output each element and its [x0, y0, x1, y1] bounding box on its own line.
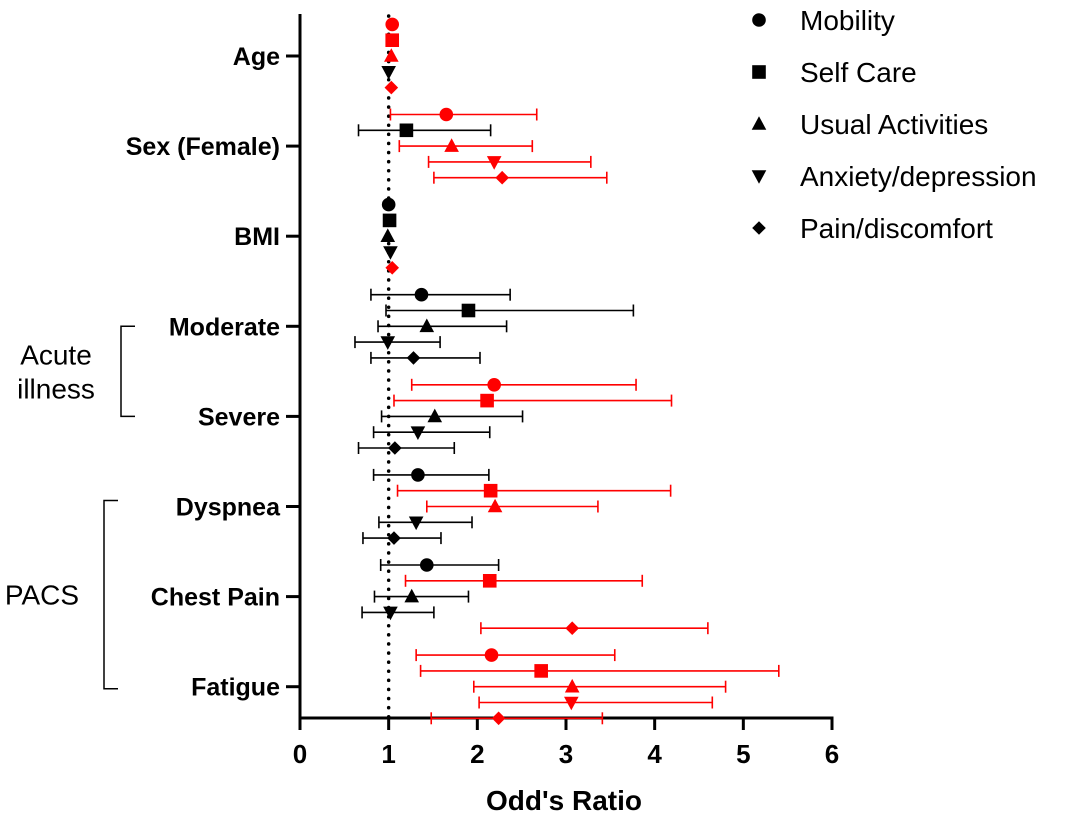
data-point — [406, 351, 421, 365]
legend-label: Anxiety/depression — [800, 161, 1037, 192]
data-point — [404, 588, 420, 603]
data-point — [414, 287, 429, 302]
data-point — [383, 606, 398, 621]
x-tick-label: 6 — [825, 739, 839, 769]
data-point — [419, 558, 434, 572]
legend-marker — [752, 13, 766, 27]
axes-layer: 0 1 2 3 4 5 6 — [286, 14, 839, 769]
x-tick-label: 4 — [647, 739, 662, 769]
data-point — [487, 498, 503, 513]
data-point — [380, 228, 396, 242]
data-point — [380, 336, 396, 350]
data-point — [495, 170, 509, 185]
data-point — [385, 17, 400, 32]
category-label: Severe — [198, 403, 280, 431]
category-label: BMI — [234, 223, 280, 251]
data-point — [384, 80, 399, 95]
data-point — [383, 246, 398, 260]
x-tick-label: 0 — [293, 739, 307, 769]
category-label: Moderate — [169, 313, 280, 341]
data-point — [444, 138, 459, 152]
data-point — [387, 531, 401, 545]
category-label: Age — [233, 43, 280, 71]
data-point — [381, 197, 396, 212]
legend-label: Usual Activities — [800, 109, 988, 140]
category-label: Dyspnea — [176, 494, 281, 522]
data-point — [410, 426, 426, 440]
legend-marker — [752, 221, 766, 235]
data-point — [484, 648, 499, 662]
data-point — [419, 318, 435, 333]
group-bracket — [120, 325, 135, 418]
data-point — [487, 378, 501, 392]
data-point — [534, 664, 548, 678]
data-point — [565, 621, 580, 635]
legend-marker — [751, 116, 767, 130]
group-label: PACS — [5, 580, 79, 611]
points-layer — [354, 17, 780, 726]
legend-label: Mobility — [800, 5, 895, 36]
data-point — [491, 711, 506, 726]
data-point — [388, 441, 402, 455]
legend-marker — [752, 65, 766, 79]
data-point — [483, 483, 498, 498]
data-point — [486, 156, 502, 170]
data-point — [439, 107, 454, 122]
data-point — [399, 123, 414, 138]
x-tick-label: 1 — [381, 739, 395, 769]
data-point — [385, 261, 400, 275]
x-tick-label: 3 — [559, 739, 573, 769]
legend-marker — [751, 170, 767, 184]
data-point — [482, 574, 497, 588]
data-point — [384, 48, 399, 62]
category-label: Sex (Female) — [126, 133, 280, 161]
x-tick-label: 5 — [736, 739, 750, 769]
data-point — [461, 303, 476, 318]
data-point — [480, 393, 494, 408]
category-label: Chest Pain — [151, 584, 280, 612]
data-point — [427, 408, 443, 423]
legend: Mobility Self Care Usual Activities Anxiety… — [751, 5, 1037, 244]
data-point — [411, 468, 425, 482]
data-point — [385, 33, 400, 47]
x-axis-title: Odd's Ratio — [486, 785, 642, 816]
data-point — [408, 516, 424, 531]
data-point — [381, 66, 396, 80]
labels-layer: Age Sex (Female) BMI Moderate Severe Dyspnea C… — [5, 43, 281, 702]
legend-label: Self Care — [800, 57, 917, 88]
group-bracket — [103, 499, 118, 690]
category-label: Fatigue — [191, 674, 280, 702]
legend-label: Pain/discomfort — [800, 213, 993, 244]
group-label: Acute — [20, 339, 92, 370]
data-point — [564, 696, 579, 711]
data-point — [564, 678, 580, 693]
group-label: illness — [17, 373, 95, 404]
x-tick-label: 2 — [470, 739, 484, 769]
data-point — [382, 213, 397, 228]
